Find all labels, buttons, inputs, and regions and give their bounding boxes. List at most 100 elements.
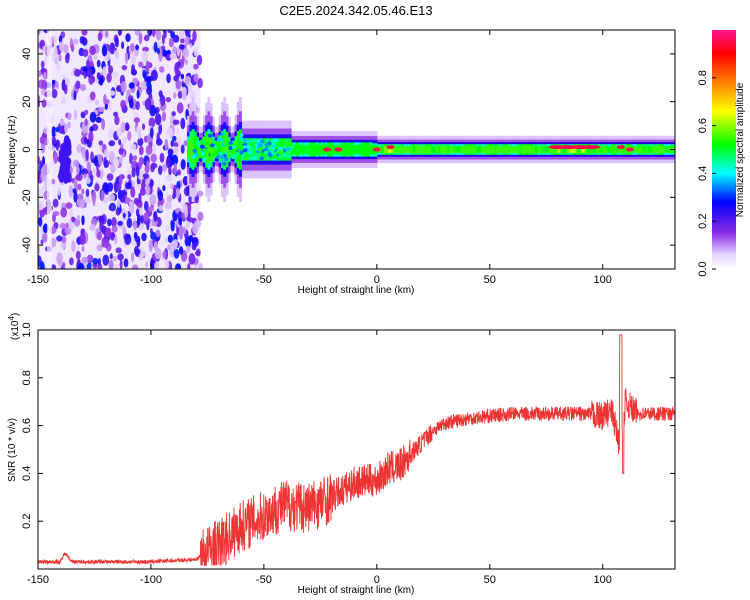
- band-speckle: [192, 148, 197, 153]
- noise-blob: [89, 111, 97, 123]
- noise-blob: [109, 253, 113, 260]
- band-speckle: [270, 147, 276, 152]
- x-tick-label: 100: [594, 274, 612, 286]
- noise-blob: [89, 45, 96, 56]
- band-cell: [535, 146, 538, 153]
- noise-blob: [114, 234, 118, 245]
- x-tick-label: -50: [256, 274, 272, 286]
- band-cell: [401, 146, 405, 153]
- noise-blob: [175, 263, 182, 269]
- y-tick-label: -40: [21, 237, 33, 253]
- band-cell: [553, 146, 556, 153]
- x-tick-label: 0: [374, 574, 380, 586]
- colorbar-gradient: [712, 30, 736, 269]
- noise-blob: [50, 264, 56, 269]
- noise-blob: [155, 229, 161, 238]
- band-cell: [446, 146, 450, 153]
- noise-blob: [108, 150, 115, 163]
- noise-blob: [121, 65, 128, 71]
- noise-blob: [158, 165, 163, 175]
- band-speckle: [246, 144, 251, 149]
- noise-blob: [114, 36, 119, 48]
- band-speckle: [221, 135, 226, 140]
- noise-blob: [39, 261, 45, 269]
- band-speckle: [243, 148, 248, 153]
- noise-blob: [77, 262, 85, 269]
- band-speckle: [219, 155, 225, 160]
- noise-blob: [184, 209, 188, 219]
- noise-blob: [170, 222, 175, 232]
- band-cell: [390, 146, 394, 153]
- noise-blob: [50, 126, 57, 138]
- noise-blob: [39, 160, 44, 167]
- noise-blob: [61, 236, 67, 244]
- noise-blob: [177, 169, 182, 176]
- band-cell: [521, 146, 525, 153]
- band-cell: [361, 144, 364, 155]
- noise-blob: [129, 153, 133, 165]
- noise-blob: [81, 188, 85, 195]
- noise-blob: [167, 148, 174, 156]
- band-cell: [440, 146, 443, 153]
- band-cell: [196, 141, 199, 158]
- x-tick-label: -50: [256, 574, 272, 586]
- noise-blob: [173, 239, 178, 249]
- x-tick-label: -150: [27, 574, 49, 586]
- noise-blob: [64, 123, 69, 134]
- noise-blob: [178, 30, 185, 39]
- noise-blob: [135, 44, 140, 51]
- noise-blob: [125, 123, 130, 131]
- noise-blob: [150, 153, 157, 163]
- noise-blob: [128, 202, 135, 214]
- band-cell: [555, 146, 559, 153]
- noise-blob: [181, 252, 188, 260]
- noise-blob: [196, 190, 204, 197]
- noise-blob: [177, 90, 183, 99]
- noise-blob: [115, 182, 122, 191]
- noise-blob: [40, 88, 45, 96]
- chart-title: C2E5.2024.342.05.46.E13: [279, 3, 432, 18]
- noise-blob: [82, 49, 89, 58]
- noise-blob: [193, 63, 199, 70]
- band-cell: [442, 146, 446, 153]
- band-cell: [623, 146, 626, 153]
- noise-blob: [153, 210, 158, 223]
- noise-blob: [108, 259, 114, 269]
- band-cell: [191, 136, 195, 163]
- noise-blob: [146, 86, 153, 95]
- noise-blob: [41, 99, 47, 108]
- noise-blob: [147, 30, 153, 37]
- noise-blob: [108, 128, 114, 139]
- noise-blob: [89, 126, 94, 133]
- noise-blob: [179, 44, 185, 50]
- band-speckle: [275, 149, 281, 154]
- noise-blob: [110, 205, 114, 211]
- noise-blob: [130, 42, 135, 52]
- noise-blob: [63, 84, 68, 95]
- noise-blob: [71, 216, 75, 223]
- noise-blob: [103, 148, 109, 159]
- x-tick-label: 50: [484, 574, 496, 586]
- band-cell: [385, 146, 389, 153]
- noise-blob: [85, 188, 90, 198]
- band-cell: [532, 146, 536, 153]
- noise-blob: [142, 173, 150, 179]
- x-tick-label: -150: [27, 274, 49, 286]
- noise-blob: [182, 175, 189, 186]
- noise-blob: [92, 167, 97, 177]
- band-cell: [218, 141, 222, 159]
- y-tick-label: -20: [21, 189, 33, 205]
- noise-blob: [159, 66, 165, 73]
- noise-blob: [98, 140, 104, 146]
- noise-blob: [143, 212, 149, 222]
- noise-blob: [41, 233, 49, 243]
- snr-x-label: Height of straight line (km): [298, 585, 415, 596]
- noise-blob: [96, 59, 101, 68]
- band-cell: [654, 146, 658, 153]
- noise-blob: [153, 241, 159, 252]
- noise-blob: [117, 199, 121, 208]
- band-hotspot: [616, 145, 625, 150]
- band-speckle: [271, 155, 276, 160]
- y-tick-label: 0.6: [21, 418, 33, 433]
